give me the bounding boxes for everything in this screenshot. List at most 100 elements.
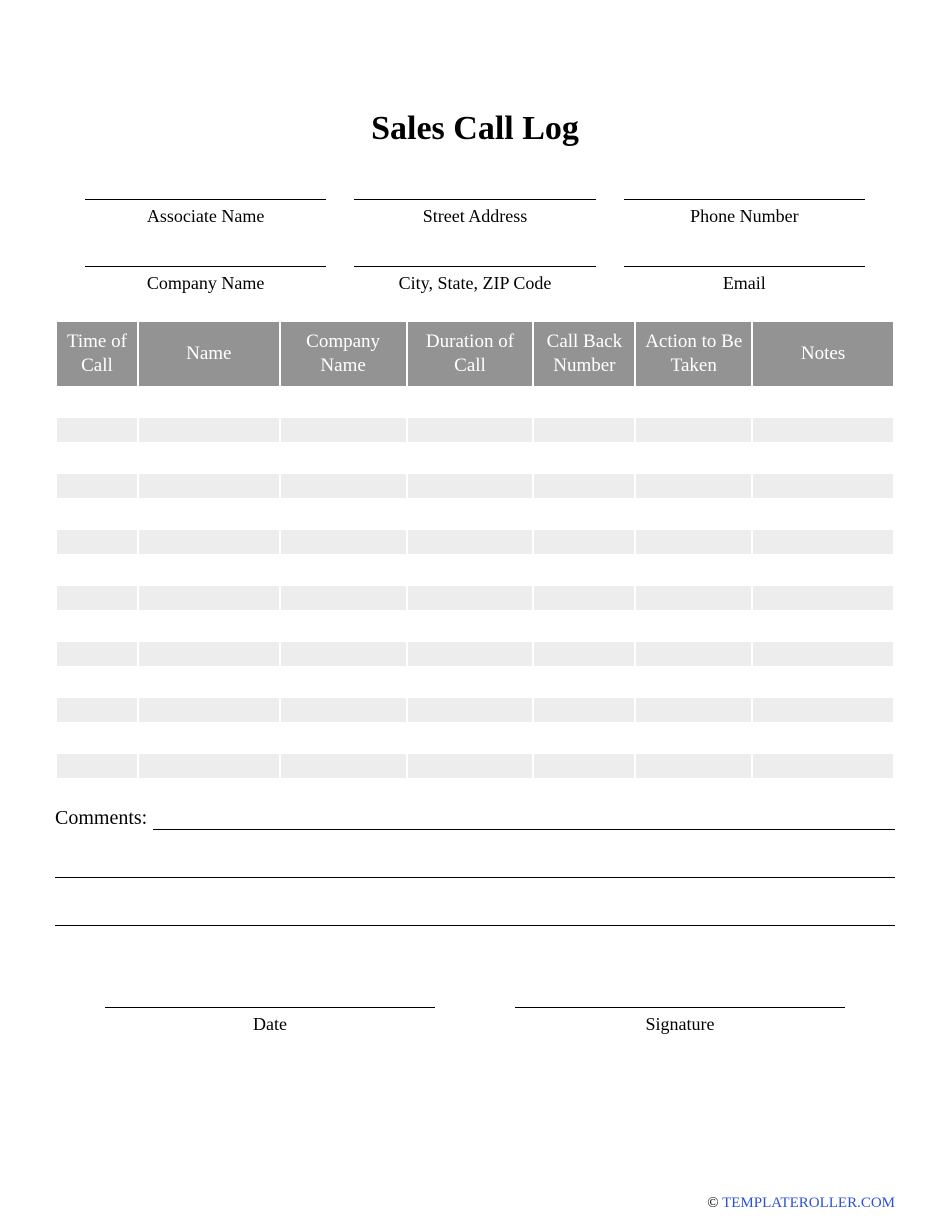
table-cell[interactable] [753,554,893,586]
table-cell[interactable] [139,722,279,754]
table-cell[interactable] [753,698,893,722]
table-cell[interactable] [636,666,751,698]
table-cell[interactable] [636,586,751,610]
field-line[interactable] [354,178,595,200]
table-cell[interactable] [139,498,279,530]
table-cell[interactable] [281,754,406,778]
table-cell[interactable] [753,474,893,498]
table-cell[interactable] [408,698,533,722]
table-cell[interactable] [281,610,406,642]
table-cell[interactable] [636,386,751,418]
table-cell[interactable] [636,530,751,554]
table-cell[interactable] [139,418,279,442]
signature-line[interactable] [515,986,845,1008]
table-cell[interactable] [753,642,893,666]
field-line[interactable] [624,245,865,267]
table-cell[interactable] [408,418,533,442]
table-cell[interactable] [57,610,137,642]
table-cell[interactable] [408,586,533,610]
comments-rule[interactable] [55,878,895,926]
table-cell[interactable] [281,642,406,666]
table-cell[interactable] [753,530,893,554]
table-cell[interactable] [753,498,893,530]
table-cell[interactable] [139,474,279,498]
table-cell[interactable] [281,586,406,610]
footer-link[interactable]: TEMPLATEROLLER.COM [722,1195,895,1211]
field-line[interactable] [624,178,865,200]
table-cell[interactable] [139,642,279,666]
table-cell[interactable] [753,418,893,442]
table-cell[interactable] [408,642,533,666]
table-cell[interactable] [57,442,137,474]
table-cell[interactable] [636,498,751,530]
table-cell[interactable] [57,386,137,418]
table-cell[interactable] [408,754,533,778]
table-cell[interactable] [534,386,634,418]
table-cell[interactable] [57,666,137,698]
comments-rule[interactable] [55,830,895,878]
table-cell[interactable] [281,498,406,530]
table-cell[interactable] [636,474,751,498]
table-cell[interactable] [57,530,137,554]
table-cell[interactable] [636,754,751,778]
table-cell[interactable] [534,586,634,610]
field-line[interactable] [354,245,595,267]
table-cell[interactable] [636,554,751,586]
table-cell[interactable] [534,530,634,554]
table-cell[interactable] [534,610,634,642]
table-cell[interactable] [139,610,279,642]
table-cell[interactable] [281,418,406,442]
table-cell[interactable] [408,386,533,418]
table-cell[interactable] [408,530,533,554]
table-cell[interactable] [281,722,406,754]
table-cell[interactable] [534,498,634,530]
table-cell[interactable] [281,666,406,698]
date-line[interactable] [105,986,435,1008]
table-cell[interactable] [139,442,279,474]
table-cell[interactable] [534,418,634,442]
table-cell[interactable] [139,586,279,610]
table-cell[interactable] [408,722,533,754]
table-cell[interactable] [753,754,893,778]
table-cell[interactable] [57,586,137,610]
table-cell[interactable] [753,442,893,474]
table-cell[interactable] [753,610,893,642]
table-cell[interactable] [534,666,634,698]
table-cell[interactable] [139,554,279,586]
field-line[interactable] [85,178,326,200]
table-cell[interactable] [534,554,634,586]
table-cell[interactable] [534,442,634,474]
table-cell[interactable] [636,442,751,474]
table-cell[interactable] [408,442,533,474]
table-cell[interactable] [57,698,137,722]
table-cell[interactable] [408,498,533,530]
table-cell[interactable] [281,386,406,418]
table-cell[interactable] [281,530,406,554]
table-cell[interactable] [636,698,751,722]
table-cell[interactable] [408,474,533,498]
table-cell[interactable] [636,722,751,754]
table-cell[interactable] [281,698,406,722]
comments-rule[interactable] [153,806,895,830]
table-cell[interactable] [408,666,533,698]
table-cell[interactable] [57,642,137,666]
table-cell[interactable] [57,722,137,754]
table-cell[interactable] [534,698,634,722]
table-cell[interactable] [534,754,634,778]
table-cell[interactable] [139,530,279,554]
table-cell[interactable] [408,610,533,642]
table-cell[interactable] [636,610,751,642]
table-cell[interactable] [636,418,751,442]
table-cell[interactable] [281,554,406,586]
table-cell[interactable] [139,754,279,778]
table-cell[interactable] [57,474,137,498]
table-cell[interactable] [281,474,406,498]
table-cell[interactable] [281,442,406,474]
table-cell[interactable] [139,666,279,698]
table-cell[interactable] [139,698,279,722]
table-cell[interactable] [534,642,634,666]
table-cell[interactable] [408,554,533,586]
field-line[interactable] [85,245,326,267]
table-cell[interactable] [57,418,137,442]
table-cell[interactable] [534,722,634,754]
